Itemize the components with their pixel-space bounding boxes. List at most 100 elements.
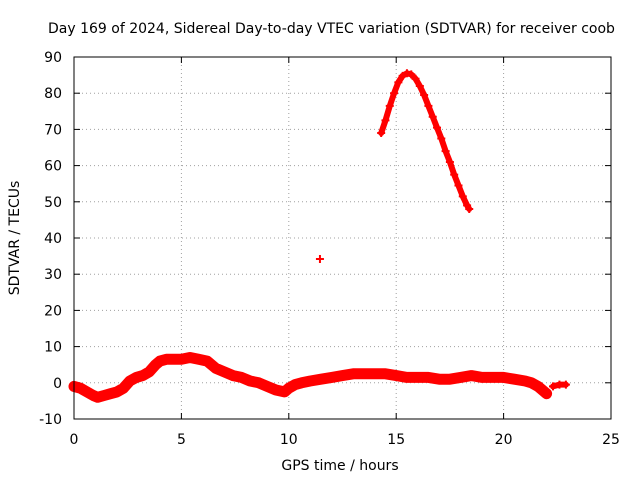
data-point	[467, 371, 476, 380]
x-tick-label: 25	[602, 432, 620, 448]
data-point	[349, 369, 358, 378]
data-point	[237, 373, 246, 382]
y-tick-label: 0	[53, 376, 62, 392]
data-point	[138, 371, 147, 380]
data-point	[441, 147, 450, 156]
y-tick-label: 50	[44, 195, 62, 211]
data-point	[433, 123, 442, 132]
x-tick-label: 10	[280, 432, 298, 448]
data-point	[488, 373, 497, 382]
data-point	[168, 355, 177, 364]
y-tick-label: 70	[44, 122, 62, 138]
data-point	[246, 376, 255, 385]
data-point	[454, 181, 463, 190]
data-point	[424, 101, 433, 110]
data-point	[407, 70, 416, 79]
data-point	[185, 353, 194, 362]
y-tick-label: -10	[39, 412, 62, 428]
data-point	[394, 78, 403, 87]
x-tick-label: 5	[177, 432, 186, 448]
data-point	[145, 367, 154, 376]
data-point	[456, 373, 465, 382]
data-point	[151, 360, 160, 369]
data-point	[402, 69, 411, 78]
data-point	[254, 378, 263, 387]
data-point	[203, 357, 212, 366]
data-point	[415, 81, 424, 90]
data-point	[297, 378, 306, 387]
data-point	[370, 369, 379, 378]
data-point	[533, 382, 542, 391]
data-point	[315, 254, 324, 263]
data-point	[420, 91, 429, 100]
data-point	[542, 389, 551, 398]
data-point	[125, 376, 134, 385]
data-point	[228, 371, 237, 380]
data-point	[306, 376, 315, 385]
data-series	[68, 69, 570, 403]
data-point	[338, 371, 347, 380]
series-main-band	[68, 352, 553, 403]
data-point	[521, 376, 530, 385]
data-point	[359, 369, 368, 378]
data-point	[263, 382, 272, 391]
y-tick-labels: -10 0 10 20 30 40 50 60 70 80 90	[39, 50, 62, 428]
data-point	[155, 357, 164, 366]
data-point	[390, 89, 399, 98]
x-axis-label: GPS time / hours	[281, 458, 398, 474]
data-point	[402, 373, 411, 382]
data-point	[194, 355, 203, 364]
series-late-segment	[549, 380, 570, 391]
data-point	[284, 384, 293, 393]
data-point	[561, 380, 570, 389]
data-point	[271, 386, 280, 395]
data-point	[478, 373, 487, 382]
data-point	[177, 355, 186, 364]
data-point	[112, 387, 121, 396]
data-point	[428, 112, 437, 121]
x-tick-label: 20	[495, 432, 513, 448]
data-point	[411, 74, 420, 83]
y-tick-label: 80	[44, 86, 62, 102]
y-tick-label: 90	[44, 50, 62, 66]
data-point	[527, 378, 536, 387]
data-point	[549, 382, 558, 391]
data-point	[499, 373, 508, 382]
data-point	[106, 389, 115, 398]
series-line	[378, 70, 473, 212]
series-isolated-point	[315, 254, 324, 263]
data-point	[93, 393, 102, 402]
data-point	[280, 387, 289, 396]
data-point	[89, 391, 98, 400]
plot-border	[73, 56, 612, 420]
data-point	[100, 391, 109, 400]
y-tick-label: 10	[44, 340, 62, 356]
data-point	[437, 134, 446, 143]
data-point	[76, 384, 85, 393]
y-axis-label: SDTVAR / TECUs	[7, 181, 23, 296]
data-point	[291, 380, 300, 389]
x-tick-labels: 0 5 10 15 20 25	[70, 432, 620, 448]
data-point	[327, 373, 336, 382]
x-tick-label: 15	[387, 432, 405, 448]
data-point	[538, 386, 547, 395]
data-point	[220, 367, 229, 376]
y-tick-label: 30	[44, 267, 62, 283]
data-point	[317, 375, 326, 384]
data-point	[465, 205, 474, 214]
data-point	[445, 375, 454, 384]
data-point	[413, 373, 422, 382]
data-point	[398, 71, 407, 80]
data-point	[458, 192, 467, 201]
data-point	[377, 129, 386, 138]
data-point	[435, 375, 444, 384]
grid	[74, 57, 611, 419]
data-point	[381, 116, 390, 125]
series-line	[68, 352, 553, 403]
chart-title: Day 169 of 2024, Sidereal Day-to-day VTE…	[48, 21, 615, 37]
data-point	[119, 384, 128, 393]
data-point	[510, 375, 519, 384]
data-point	[381, 369, 390, 378]
data-point	[385, 101, 394, 110]
